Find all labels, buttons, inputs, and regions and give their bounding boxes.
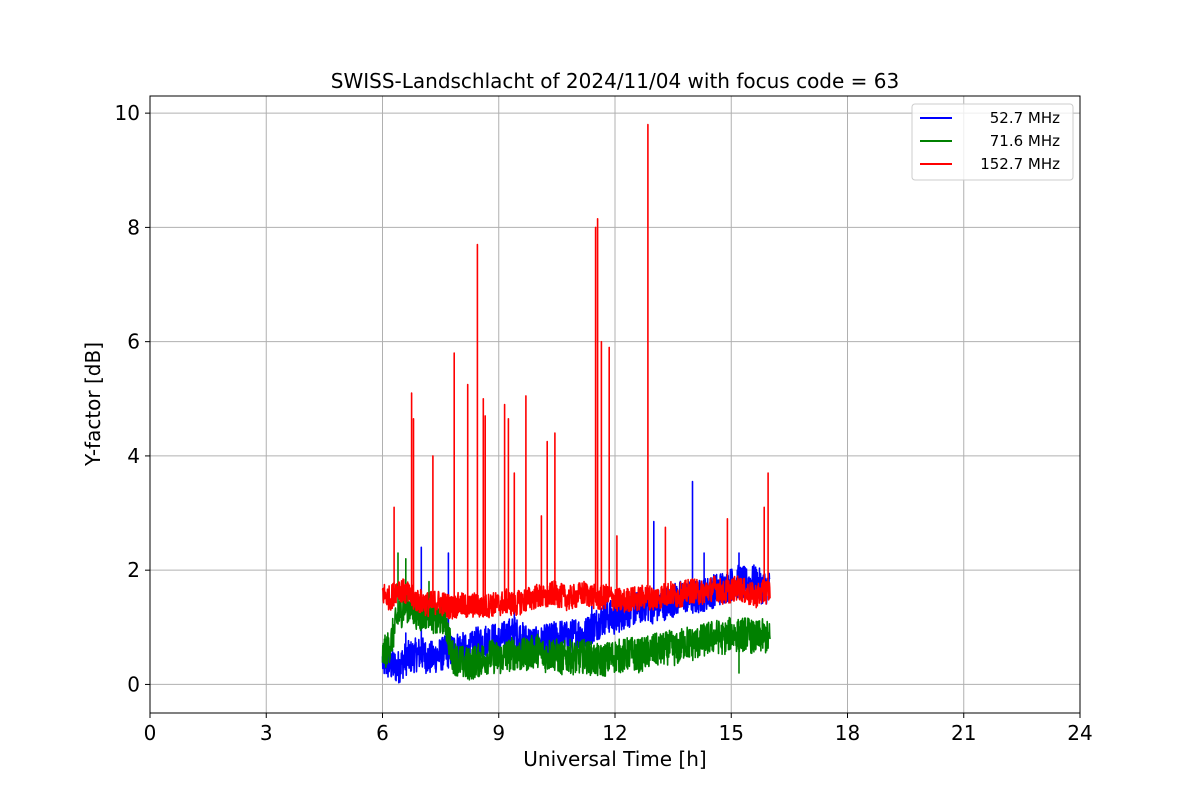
series-line-2	[381, 552, 771, 681]
y-tick-label: 8	[127, 215, 140, 239]
x-tick-label: 15	[719, 721, 744, 745]
y-axis: 0 2 4 6 8 10	[115, 101, 150, 696]
legend-label: 52.7 MHz	[990, 109, 1060, 127]
series-line-3	[381, 123, 771, 620]
y-axis-label: Y-factor [dB]	[81, 342, 105, 467]
legend-box	[911, 103, 1074, 181]
legend-label: 152.7 MHz	[980, 155, 1060, 173]
x-axis-label: Universal Time [h]	[523, 747, 706, 771]
y-tick-label: 6	[127, 330, 140, 354]
x-axis: 0 3 6 9 12 15 18 21 24	[144, 713, 1093, 745]
x-tick-label: 24	[1067, 721, 1092, 745]
x-tick-label: 9	[492, 721, 505, 745]
legend-label: 71.6 MHz	[990, 132, 1060, 150]
y-tick-label: 10	[115, 101, 140, 125]
x-tick-label: 18	[835, 721, 860, 745]
chart-title: SWISS-Landschlacht of 2024/11/04 with fo…	[331, 69, 899, 93]
x-tick-label: 21	[951, 721, 976, 745]
series-line-1	[381, 480, 771, 684]
y-tick-label: 0	[127, 672, 140, 696]
series-layer	[381, 123, 771, 684]
legend: 52.7 MHz 71.6 MHz 152.7 MHz	[911, 103, 1074, 181]
y-tick-label: 4	[127, 444, 140, 468]
x-tick-label: 12	[602, 721, 627, 745]
x-tick-label: 0	[144, 721, 157, 745]
x-tick-label: 3	[260, 721, 273, 745]
x-tick-label: 6	[376, 721, 389, 745]
y-tick-label: 2	[127, 558, 140, 582]
